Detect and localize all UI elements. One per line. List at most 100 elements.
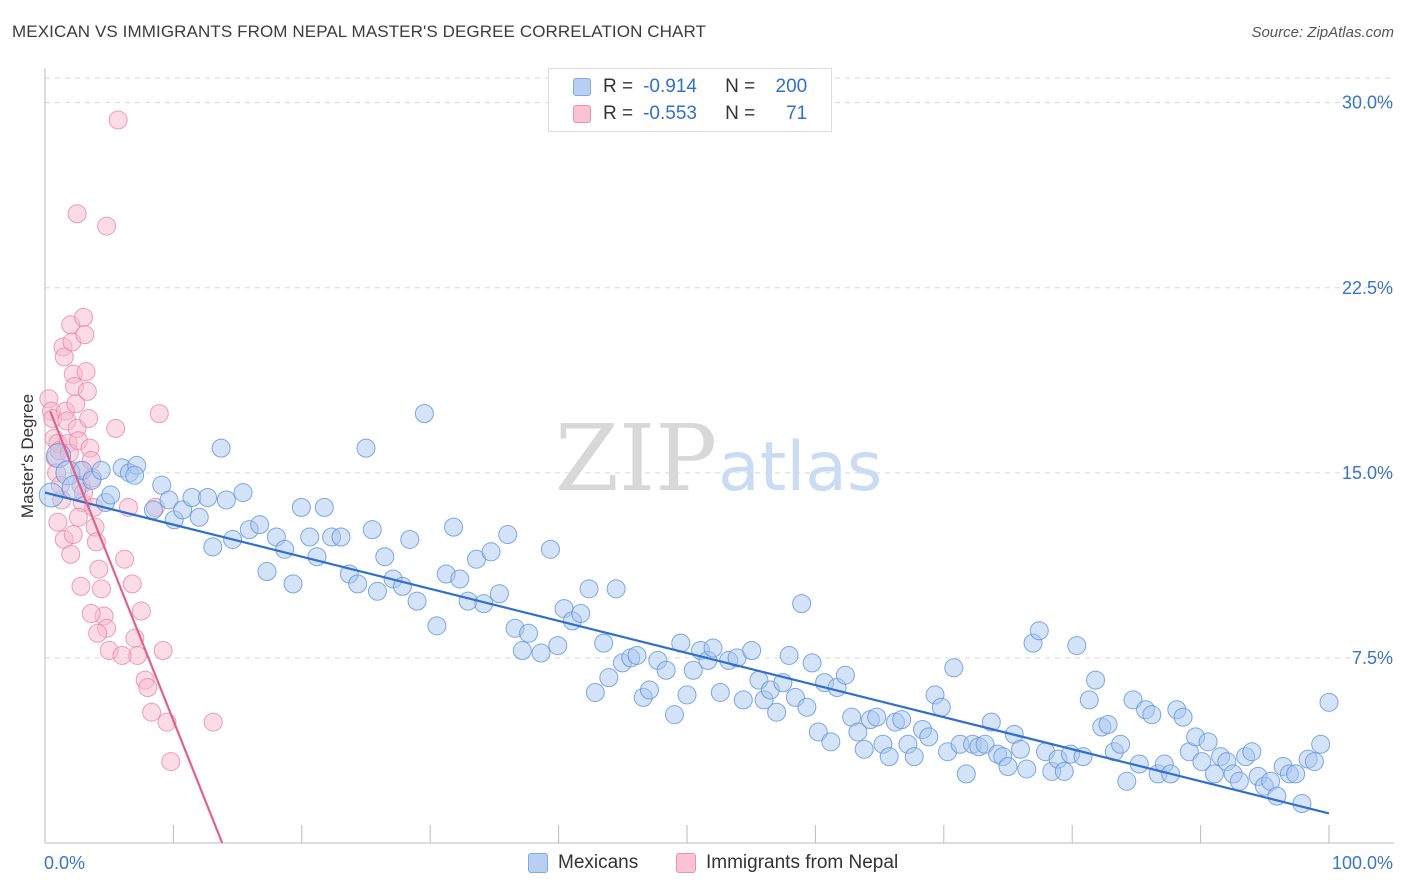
mexican-point <box>101 485 121 505</box>
nepal-point <box>79 409 99 429</box>
mexican-point <box>203 537 223 557</box>
mexican-point <box>427 616 447 636</box>
stats-legend: R = -0.914 N = 200 R = -0.553 N = 71 <box>548 68 832 132</box>
legend-r-value: -0.553 <box>643 103 697 124</box>
mexican-point <box>189 507 209 527</box>
mexican-point <box>143 500 163 520</box>
mexican-point <box>1123 690 1143 710</box>
mexican-point <box>1079 690 1099 710</box>
mexican-point <box>1304 752 1324 772</box>
legend-swatch-blue <box>528 853 548 873</box>
mexican-point <box>275 539 295 559</box>
mexican-point <box>216 490 236 510</box>
watermark-atlas: atlas <box>718 428 882 507</box>
mexican-point <box>356 438 376 458</box>
tick-labels: 7.5% 15.0% 22.5% 30.0% 0.0% 100.0% <box>44 93 1393 873</box>
nepal-point <box>138 678 158 698</box>
mexican-trendline <box>44 491 1330 815</box>
legend-swatch-blue <box>573 78 591 96</box>
legend-item-mexicans[interactable]: Mexicans <box>528 852 638 874</box>
mexican-point <box>414 404 434 424</box>
mexican-point <box>606 579 626 599</box>
mexican-point <box>548 636 568 656</box>
mexican-points <box>38 404 1339 814</box>
nepal-point <box>91 579 111 599</box>
mexican-point <box>367 581 387 601</box>
mexican-point <box>594 633 614 653</box>
mexican-point <box>1117 771 1137 791</box>
source-label: Source: ZipAtlas.com <box>1251 24 1394 41</box>
mexican-point <box>331 527 351 547</box>
mexican-point <box>1319 692 1339 712</box>
mexican-point <box>300 527 320 547</box>
nepal-point <box>81 604 101 623</box>
mexican-point <box>481 542 501 562</box>
mexican-point <box>531 643 551 663</box>
mexican-point <box>904 747 924 767</box>
mexican-point <box>444 517 464 537</box>
legend-r-value: -0.914 <box>643 76 697 97</box>
x-tick-label: 0.0% <box>44 853 85 873</box>
nepal-point <box>67 204 87 224</box>
mexican-point <box>821 732 841 752</box>
mexican-point <box>348 574 368 594</box>
mexican-point <box>498 525 518 545</box>
mexican-point <box>540 539 560 559</box>
mexican-point <box>808 722 828 742</box>
mexican-point <box>458 591 478 611</box>
nepal-point <box>75 325 95 345</box>
mexican-point <box>854 739 874 759</box>
nepal-point <box>88 623 108 643</box>
mexican-point <box>375 547 395 567</box>
mexican-point <box>407 591 427 611</box>
nepal-point <box>106 418 126 438</box>
mexican-point <box>585 682 605 702</box>
legend-row-mexicans: R = -0.914 N = 200 <box>573 75 807 99</box>
legend-row-nepal: R = -0.553 N = 71 <box>573 102 807 126</box>
mexican-point <box>1286 764 1306 784</box>
mexican-point <box>797 697 817 717</box>
mexican-point <box>639 680 659 700</box>
nepal-point <box>54 347 74 367</box>
mexican-point <box>519 623 539 643</box>
mexican-point <box>867 707 887 727</box>
mexican-point <box>1192 752 1212 772</box>
mexican-point <box>710 682 730 702</box>
mexican-point <box>683 660 703 680</box>
mexican-point <box>627 645 647 665</box>
legend-n-value: 71 <box>786 103 808 124</box>
mexican-point <box>571 604 591 623</box>
gridlines <box>45 77 1394 659</box>
mexican-point <box>314 497 334 517</box>
mexican-point <box>250 515 270 535</box>
legend-n-label: N = <box>725 76 756 97</box>
mexican-point <box>1242 742 1262 762</box>
mexican-point <box>733 690 753 710</box>
mexican-point <box>848 722 868 742</box>
mexican-point <box>835 665 855 685</box>
nepal-point <box>76 362 96 382</box>
nepal-point <box>77 381 97 401</box>
legend-item-nepal[interactable]: Immigrants from Nepal <box>676 852 898 874</box>
mexican-point <box>1086 670 1106 690</box>
legend-label-mexicans: Mexicans <box>558 852 639 873</box>
mexican-point <box>1204 764 1224 784</box>
y-tick-label: 30.0% <box>1342 93 1393 113</box>
mexican-point <box>1067 636 1087 656</box>
mexican-point <box>159 490 179 510</box>
mexican-point <box>512 641 532 661</box>
bottom-legend: Mexicans Immigrants from Nepal <box>0 851 1406 877</box>
mexican-point <box>1111 734 1131 754</box>
mexican-point <box>489 584 509 604</box>
mexican-point <box>1054 761 1074 781</box>
y-tick-label: 22.5% <box>1342 278 1393 298</box>
nepal-point <box>153 641 173 661</box>
mexican-point <box>400 529 420 549</box>
mexican-point <box>1029 621 1049 641</box>
legend-n-value: 200 <box>775 76 808 97</box>
y-axis-label: Master's Degree <box>18 394 37 518</box>
legend-r-label: R = <box>603 103 634 124</box>
mexican-point <box>1292 794 1312 814</box>
y-tick-label: 7.5% <box>1352 648 1393 668</box>
